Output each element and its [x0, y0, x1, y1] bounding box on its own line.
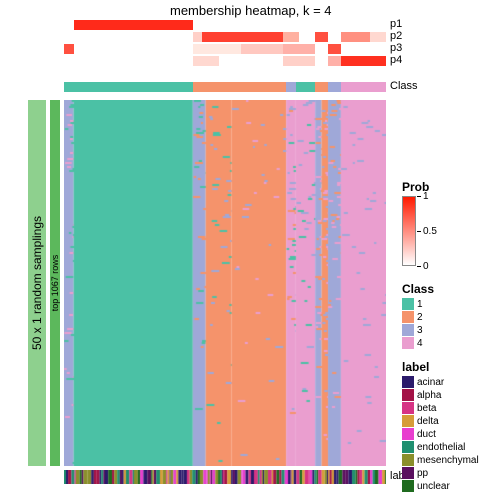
legend-item-label: alpha — [417, 390, 441, 401]
annotation-p1 — [64, 20, 386, 30]
annotation-p2 — [64, 32, 386, 42]
legend-item: acinar — [402, 376, 479, 388]
toprows-label: top 1067 rows — [50, 100, 60, 466]
legend-item: 3 — [402, 324, 434, 336]
legend-item: unclear — [402, 480, 479, 492]
legend-swatch — [402, 389, 414, 401]
annotation-label-p4: p4 — [390, 54, 402, 66]
legend-item-label: endothelial — [417, 442, 465, 453]
legend-swatch — [402, 337, 414, 349]
legend-swatch — [402, 324, 414, 336]
main-heatmap — [64, 100, 386, 466]
legend-swatch — [402, 428, 414, 440]
legend-item-label: 3 — [417, 325, 423, 336]
bottom-annotation — [64, 470, 386, 484]
legend-prob: Prob10.50 — [402, 180, 429, 266]
toprows-text: top 1067 rows — [50, 255, 60, 312]
legend-swatch — [402, 454, 414, 466]
legend-item-label: pp — [417, 468, 428, 479]
legend-swatch — [402, 467, 414, 479]
prob-tick: 1 — [423, 191, 429, 202]
legend-item-label: duct — [417, 429, 436, 440]
legend-swatch — [402, 441, 414, 453]
legend-item-label: acinar — [417, 377, 444, 388]
legend-item: delta — [402, 415, 479, 427]
class-label: Class — [390, 80, 418, 92]
legend-item: endothelial — [402, 441, 479, 453]
legend-swatch — [402, 402, 414, 414]
legend-title: label — [402, 360, 479, 374]
legend-swatch — [402, 480, 414, 492]
prob-gradient — [402, 196, 416, 266]
legend-item: pp — [402, 467, 479, 479]
annotation-label-p1: p1 — [390, 18, 402, 30]
legend-item-label: mesenchymal — [417, 455, 479, 466]
legend-item-label: 2 — [417, 312, 423, 323]
legend-title: Class — [402, 282, 434, 296]
samplings-label: 50 x 1 random samplings — [28, 100, 46, 466]
annotation-label-p3: p3 — [390, 42, 402, 54]
legend-item-label: delta — [417, 416, 439, 427]
legend-item-label: 4 — [417, 338, 423, 349]
legend-item: 4 — [402, 337, 434, 349]
legend-item: mesenchymal — [402, 454, 479, 466]
chart-title: membership heatmap, k = 4 — [170, 3, 332, 18]
legend-label: label acinar alpha beta delta duct endothelial… — [402, 360, 479, 493]
samplings-text: 50 x 1 random samplings — [30, 216, 44, 350]
legend-item: alpha — [402, 389, 479, 401]
legend-item-label: 1 — [417, 299, 423, 310]
annotation-p3 — [64, 44, 386, 54]
legend-item: beta — [402, 402, 479, 414]
legend-swatch — [402, 311, 414, 323]
legend-class: Class 1 2 3 4 — [402, 282, 434, 350]
annotation-p4 — [64, 56, 386, 66]
legend-item-label: unclear — [417, 481, 450, 492]
title-text: membership heatmap, k = 4 — [170, 3, 332, 18]
legend-item: duct — [402, 428, 479, 440]
annotation-label-p2: p2 — [390, 30, 402, 42]
legend-item-label: beta — [417, 403, 436, 414]
class-annotation — [64, 82, 386, 92]
legend-item: 1 — [402, 298, 434, 310]
legend-item: 2 — [402, 311, 434, 323]
prob-tick: 0 — [423, 261, 429, 272]
prob-tick: 0.5 — [423, 226, 437, 237]
legend-swatch — [402, 298, 414, 310]
legend-swatch — [402, 376, 414, 388]
legend-swatch — [402, 415, 414, 427]
